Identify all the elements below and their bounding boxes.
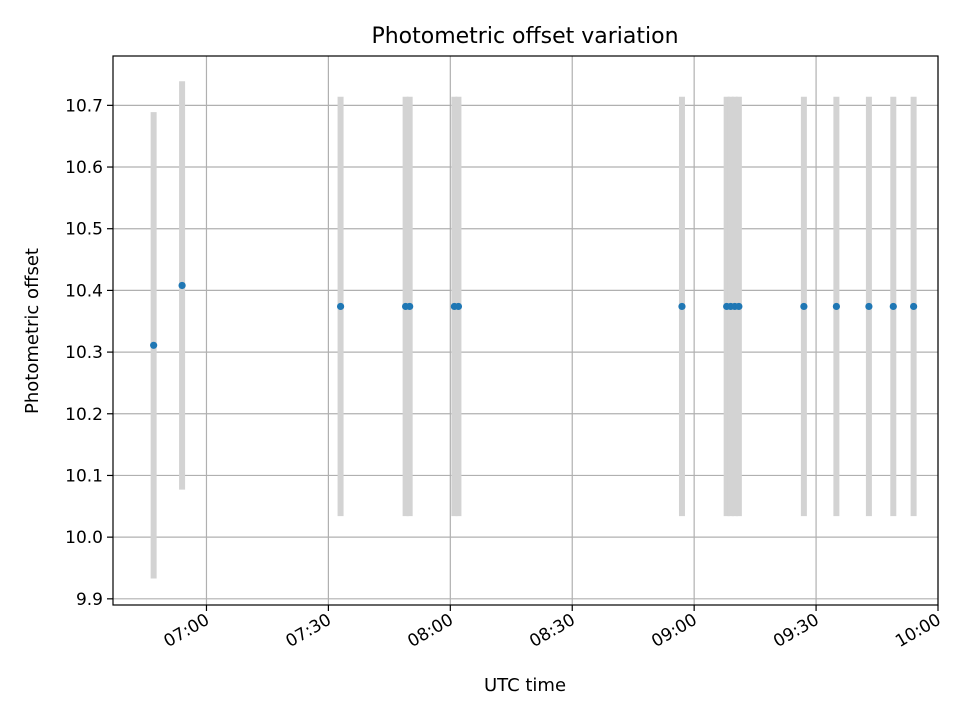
y-tick-label: 10.3 xyxy=(65,343,103,363)
x-axis-label: UTC time xyxy=(484,675,566,696)
y-tick-label: 10.4 xyxy=(65,281,103,301)
y-axis-label: Photometric offset xyxy=(22,248,43,414)
data-point xyxy=(800,302,808,311)
chart-title: Photometric offset variation xyxy=(371,24,678,49)
data-point xyxy=(336,302,345,311)
y-tick-label: 10.5 xyxy=(65,220,103,240)
data-point xyxy=(406,302,414,311)
data-point xyxy=(735,302,743,311)
data-points xyxy=(150,281,918,349)
data-point xyxy=(910,302,918,311)
plot-frame xyxy=(112,55,939,606)
data-point xyxy=(832,302,840,311)
y-tick-label: 9.9 xyxy=(76,590,103,610)
y-tick-label: 10.6 xyxy=(65,158,103,178)
y-tick-label: 10.1 xyxy=(65,466,103,486)
data-point xyxy=(178,281,186,290)
data-point xyxy=(150,341,158,349)
data-point xyxy=(454,302,463,311)
data-point xyxy=(678,302,686,311)
data-point xyxy=(865,302,873,311)
grid-lines xyxy=(113,56,939,605)
y-tick-label: 10.7 xyxy=(65,96,103,116)
y-tick-label: 10.0 xyxy=(65,528,103,548)
y-tick-label: 10.2 xyxy=(65,405,103,425)
data-point xyxy=(889,302,897,311)
